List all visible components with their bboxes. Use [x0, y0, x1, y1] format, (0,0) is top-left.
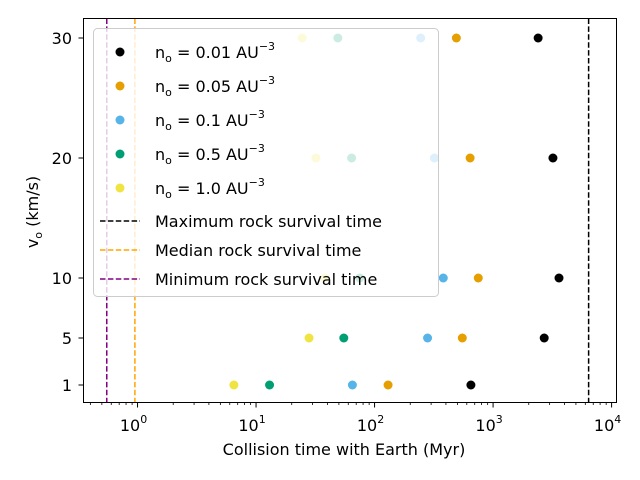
point-s2-1 — [423, 333, 433, 343]
x-tick-label-0: 100 — [120, 413, 147, 435]
x-tick-label-2: 102 — [357, 413, 384, 435]
point-s0-4 — [533, 33, 543, 43]
point-s4-1 — [304, 333, 314, 343]
y-tick-label-3: 20 — [52, 149, 72, 168]
point-s1-3 — [465, 153, 475, 163]
legend-line-label-0: Maximum rock survival time — [155, 212, 382, 231]
legend-line-label-2: Minimum rock survival time — [155, 270, 377, 289]
point-s4-0 — [229, 380, 239, 390]
y-tick-label-0: 1 — [62, 376, 72, 395]
point-s1-4 — [451, 33, 461, 43]
legend: no = 0.01 AU−3 no = 0.05 AU−3 no = 0.1 AU−… — [93, 28, 439, 297]
legend-label-1: no = 0.05 AU−3 — [155, 74, 275, 99]
point-s1-0 — [383, 380, 393, 390]
legend-label-0: no = 0.01 AU−3 — [155, 40, 275, 65]
legend-marker-2 — [115, 115, 125, 125]
legend-marker-1 — [115, 81, 125, 91]
x-tick-label-1: 101 — [238, 413, 265, 435]
legend-marker-4 — [115, 183, 125, 193]
legend-line-label-1: Median rock survival time — [155, 241, 361, 260]
point-s0-2 — [554, 273, 564, 283]
y-tick-label-4: 30 — [52, 29, 72, 48]
legend-label-4: no = 1.0 AU−3 — [155, 176, 265, 201]
x-axis-label: Collision time with Earth (Myr) — [223, 440, 466, 459]
y-tick-label-1: 5 — [62, 329, 72, 348]
x-axis: 100 101 102 103 104 — [89, 402, 621, 435]
y-tick-label-2: 10 — [52, 269, 72, 288]
point-s1-2 — [473, 273, 483, 283]
legend-marker-3 — [115, 149, 125, 159]
point-s2-0 — [347, 380, 357, 390]
point-s0-3 — [548, 153, 558, 163]
point-s3-1 — [339, 333, 349, 343]
legend-label-3: no = 0.5 AU−3 — [155, 142, 265, 167]
legend-marker-0 — [115, 47, 125, 57]
point-s2-2 — [438, 273, 448, 283]
point-s0-0 — [466, 380, 476, 390]
legend-box — [93, 28, 439, 297]
y-axis-label: vo (km/s) — [23, 176, 45, 248]
point-s0-1 — [539, 333, 549, 343]
point-s3-0 — [265, 380, 275, 390]
x-tick-label-4: 104 — [594, 413, 621, 435]
plot-frame — [83, 18, 617, 403]
y-axis: 1 5 10 20 30 — [52, 29, 84, 395]
x-tick-label-3: 103 — [475, 413, 502, 435]
point-s1-1 — [457, 333, 467, 343]
legend-label-2: no = 0.1 AU−3 — [155, 108, 265, 133]
